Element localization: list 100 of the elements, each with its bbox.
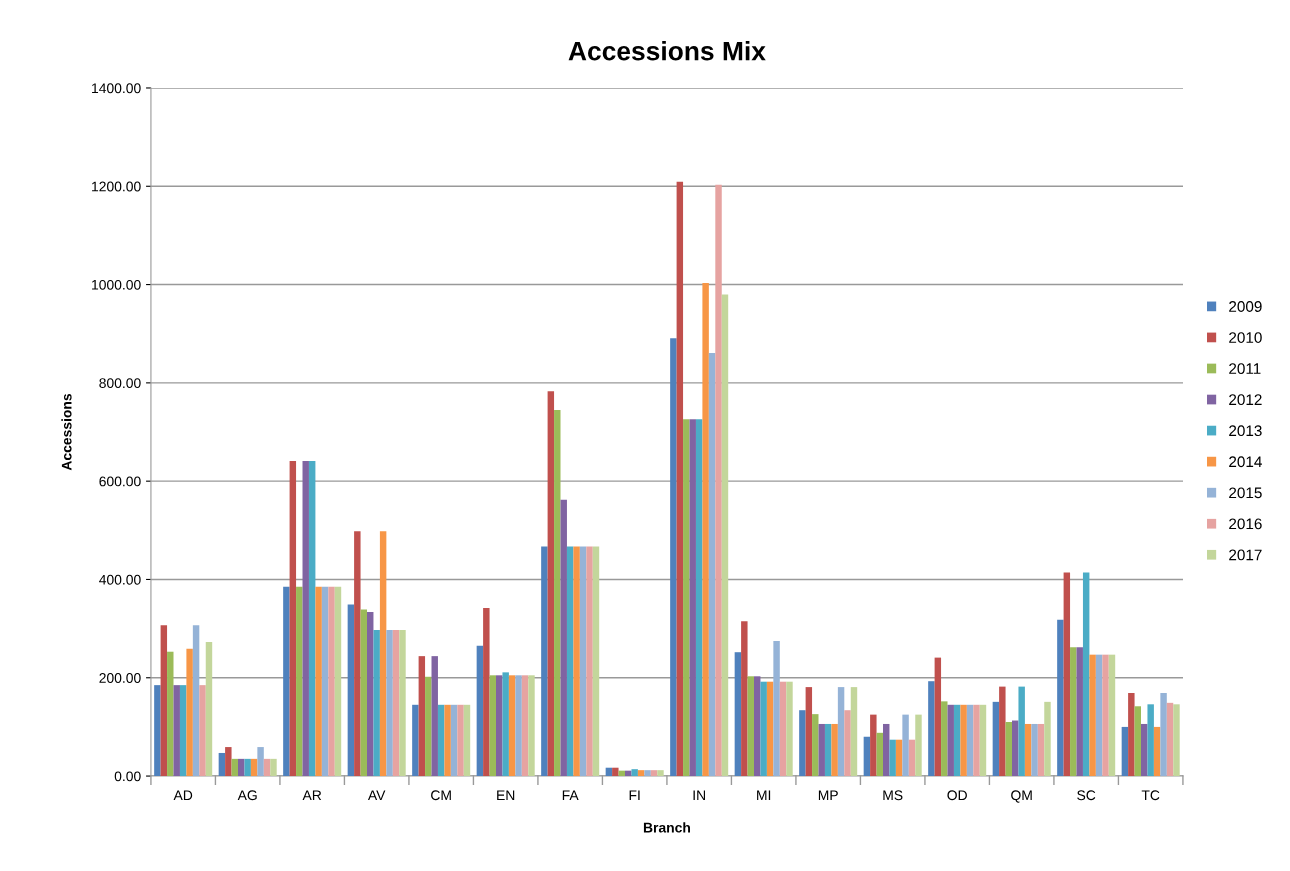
bar bbox=[708, 352, 716, 777]
x-tick-label: TC bbox=[1141, 790, 1160, 801]
bar bbox=[1089, 654, 1096, 777]
legend-label: 2012 bbox=[1229, 394, 1262, 406]
bar bbox=[1166, 702, 1174, 777]
bar bbox=[386, 630, 393, 777]
y-tick-label: 0.00 bbox=[114, 771, 141, 782]
x-tick-label: AV bbox=[367, 790, 386, 801]
bar bbox=[786, 681, 793, 777]
bar bbox=[1147, 704, 1154, 777]
bar bbox=[296, 586, 303, 777]
x-tick-label: AD bbox=[173, 790, 193, 801]
bar bbox=[824, 723, 832, 777]
bar bbox=[360, 609, 368, 777]
legend-label: 2015 bbox=[1229, 487, 1262, 499]
bar bbox=[863, 736, 871, 777]
bar bbox=[773, 640, 780, 777]
x-tick-label: AG bbox=[237, 790, 257, 801]
bar bbox=[586, 546, 593, 777]
bar bbox=[876, 732, 884, 777]
bar bbox=[502, 672, 509, 777]
bar bbox=[431, 656, 438, 777]
bar bbox=[283, 586, 290, 777]
bar bbox=[373, 630, 380, 777]
bar bbox=[399, 630, 406, 777]
bar bbox=[270, 758, 277, 777]
bar bbox=[779, 681, 787, 777]
bar bbox=[1018, 686, 1025, 777]
bar bbox=[321, 586, 329, 777]
bar bbox=[657, 770, 664, 777]
bar bbox=[760, 681, 767, 777]
bar bbox=[179, 685, 187, 777]
y-tick-label: 1200.00 bbox=[92, 181, 141, 192]
bar bbox=[521, 675, 529, 777]
x-tick-label: AR bbox=[302, 790, 322, 801]
bar bbox=[1095, 654, 1103, 777]
bar bbox=[315, 586, 322, 777]
bar bbox=[695, 419, 703, 777]
bar bbox=[263, 758, 271, 777]
bar bbox=[818, 723, 825, 777]
bar bbox=[754, 676, 761, 777]
bar bbox=[257, 747, 264, 777]
bar bbox=[160, 625, 168, 777]
bar bbox=[437, 704, 445, 777]
bar bbox=[650, 770, 658, 777]
bar bbox=[1037, 723, 1045, 777]
y-tick-label: 800.00 bbox=[99, 378, 141, 389]
bar bbox=[225, 747, 232, 777]
legend-label: 2016 bbox=[1229, 518, 1262, 530]
bar bbox=[734, 652, 742, 777]
bar bbox=[367, 611, 374, 777]
bar bbox=[934, 657, 942, 777]
x-tick-label: FI bbox=[629, 790, 640, 801]
bar bbox=[579, 546, 587, 777]
bar bbox=[457, 704, 464, 777]
bar bbox=[199, 685, 206, 777]
bar bbox=[1012, 720, 1019, 777]
bar bbox=[1024, 723, 1032, 777]
bar bbox=[154, 685, 161, 777]
bar bbox=[418, 656, 426, 777]
bar bbox=[928, 681, 935, 777]
bar bbox=[941, 701, 948, 777]
bar bbox=[412, 704, 419, 777]
bar bbox=[812, 714, 819, 777]
bar bbox=[979, 704, 987, 777]
bar bbox=[425, 676, 432, 777]
y-tick-label: 200.00 bbox=[99, 673, 141, 683]
bar bbox=[231, 758, 239, 777]
bar bbox=[799, 710, 806, 777]
bar bbox=[496, 675, 503, 777]
y-tick-label: 400.00 bbox=[99, 574, 141, 585]
bar bbox=[1031, 723, 1038, 777]
bar bbox=[689, 419, 696, 777]
bar bbox=[1160, 693, 1167, 777]
bar bbox=[1153, 726, 1161, 777]
bar bbox=[1057, 619, 1064, 777]
bar bbox=[302, 461, 309, 777]
x-tick-label: MI bbox=[757, 790, 771, 801]
bar bbox=[715, 184, 722, 777]
bar bbox=[334, 586, 342, 777]
bar bbox=[676, 181, 684, 777]
bar bbox=[289, 461, 297, 777]
bar bbox=[218, 752, 226, 777]
bar bbox=[702, 283, 709, 777]
bar bbox=[992, 701, 1000, 777]
bar bbox=[670, 338, 677, 777]
legend-label: 2014 bbox=[1229, 456, 1262, 468]
bar bbox=[1082, 572, 1090, 777]
bar bbox=[205, 641, 213, 777]
bar bbox=[908, 739, 916, 777]
bar bbox=[831, 723, 838, 777]
bar bbox=[244, 758, 251, 777]
x-tick-label: IN bbox=[693, 790, 705, 801]
legend-label: 2011 bbox=[1229, 363, 1261, 375]
bar bbox=[631, 769, 638, 777]
bar bbox=[560, 499, 567, 777]
bar bbox=[354, 531, 361, 777]
bar bbox=[805, 687, 813, 777]
bar bbox=[844, 710, 851, 777]
bar bbox=[173, 685, 180, 777]
